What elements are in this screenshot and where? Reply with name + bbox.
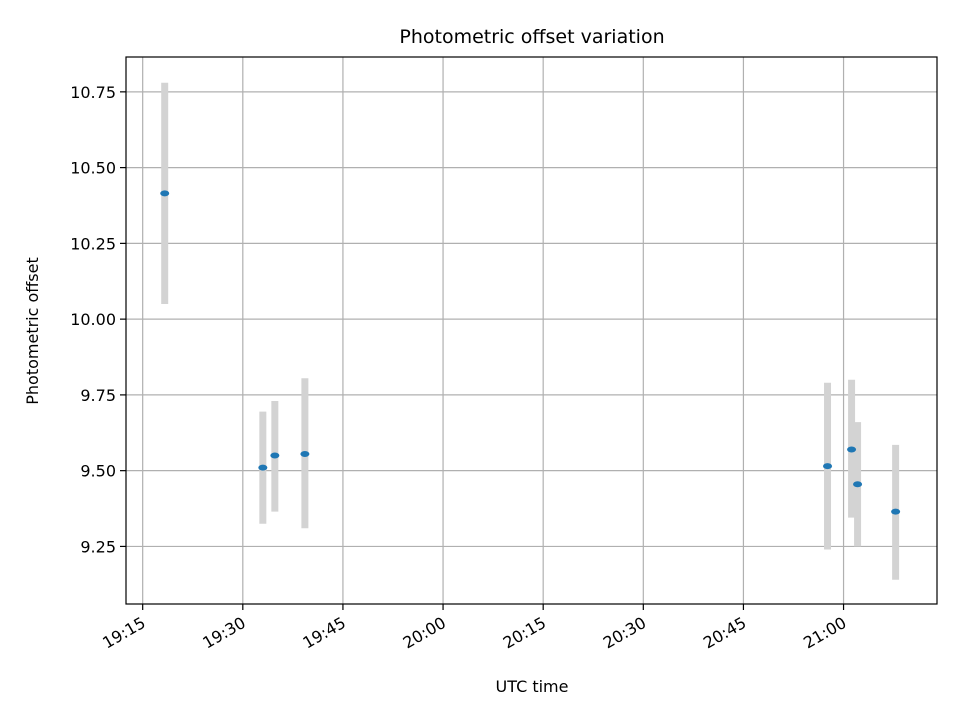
- x-tick-label: 20:45: [700, 613, 749, 653]
- x-tick-label: 19:15: [99, 613, 148, 653]
- x-tick-label: 19:45: [300, 613, 349, 653]
- x-tick-label: 20:15: [500, 613, 549, 653]
- y-ticks: 9.25 9.50 9.75 10.00 10.25 10.50 10.75: [70, 83, 126, 556]
- error-bars: [161, 82, 900, 580]
- y-tick-label: 10.25: [70, 234, 116, 253]
- x-tick-label: 21:00: [800, 613, 849, 653]
- data-point: [258, 464, 268, 471]
- data-point: [270, 452, 280, 459]
- data-point: [891, 508, 901, 515]
- y-tick-label: 9.25: [80, 537, 116, 556]
- y-tick-label: 10.75: [70, 83, 116, 102]
- data-point: [853, 481, 863, 488]
- x-tick-label: 20:30: [600, 613, 649, 653]
- x-axis-label: UTC time: [496, 677, 569, 696]
- plot-frame: [125, 56, 938, 605]
- x-tick-label: 20:00: [400, 613, 449, 653]
- y-tick-label: 10.00: [70, 310, 116, 329]
- data-point: [847, 446, 857, 453]
- data-point: [823, 463, 833, 470]
- y-tick-label: 9.50: [80, 462, 116, 481]
- x-tick-label: 19:30: [199, 613, 248, 653]
- data-point: [300, 450, 310, 457]
- data-points: [160, 190, 901, 515]
- data-point: [160, 190, 170, 197]
- x-ticks: 19:15 19:30 19:45 20:00 20:15 20:30 20:45 21:00: [99, 604, 850, 653]
- y-axis-label: Photometric offset: [23, 257, 42, 405]
- y-tick-label: 9.75: [80, 386, 116, 405]
- grid: [126, 57, 937, 604]
- y-tick-label: 10.50: [70, 159, 116, 178]
- chart-title: Photometric offset variation: [399, 26, 664, 48]
